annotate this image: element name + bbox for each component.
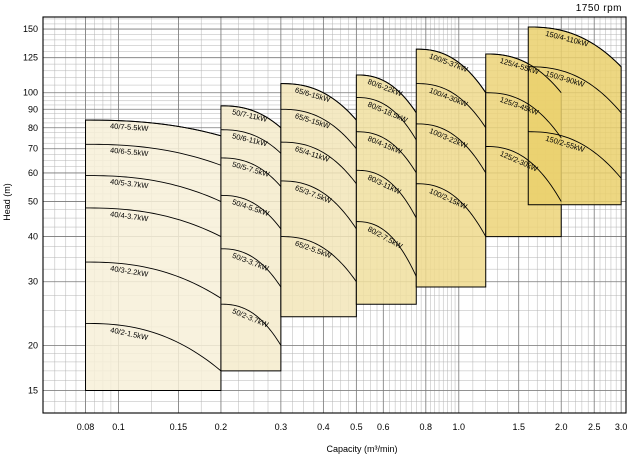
pump-curve-100/5-37kW — [416, 48, 487, 93]
x-tick-label: 2.5 — [588, 422, 601, 432]
y-axis-title: Head (m) — [2, 183, 12, 221]
pump-curve-125/4-55kW — [485, 53, 562, 94]
x-tick-label: 3.0 — [615, 422, 628, 432]
pump-curve-80/2-7.5kW — [356, 221, 417, 277]
curve-label: 40/5-3.7kW — [110, 177, 150, 190]
pump-curve-65/2-5.5kW — [280, 236, 357, 282]
pump-curve-40/6-5.5kW — [85, 143, 222, 166]
pump-curve-65/6-15kW — [280, 83, 357, 121]
pump-curve-50/5-7.5kW — [220, 157, 282, 187]
y-tick-label: 30 — [28, 277, 38, 287]
pump-curve-50/4-5.5kW — [220, 194, 282, 230]
pump-curve-125/2-30kW — [485, 146, 562, 202]
pump-curve-80/5-18.5kW — [356, 97, 417, 141]
pump-curve-125/3-45kW — [485, 92, 562, 139]
x-axis-ticks: 0.08 0.1 0.15 0.2 0.3 0.4 0.5 0.6 0.8 1.0 1.5 2.0 2.… — [77, 422, 628, 432]
pump-curve-65/4-11kW — [280, 141, 357, 185]
rpm-label: 1750 rpm — [576, 3, 622, 14]
pump-curve-100/4-30kW — [416, 83, 487, 129]
x-tick-label: 2.0 — [555, 422, 568, 432]
y-tick-label: 15 — [28, 386, 38, 396]
x-tick-label: 0.15 — [170, 422, 188, 432]
x-tick-label: 0.08 — [77, 422, 95, 432]
pump-curve-40/7-5.5kW — [85, 119, 222, 137]
pump-curve-40/2-1.5kW — [85, 322, 222, 372]
x-axis-title: Capacity (m³/min) — [326, 444, 397, 454]
y-tick-label: 20 — [28, 340, 38, 350]
x-tick-label: 1.5 — [512, 422, 525, 432]
pump-curve-150/3-90kW — [528, 66, 622, 114]
y-tick-label: 80 — [28, 123, 38, 133]
pump-curve-65/5-15kW — [280, 108, 357, 150]
x-tick-label: 1.0 — [453, 422, 466, 432]
x-tick-label: 0.5 — [350, 422, 363, 432]
pump-curve-65/3-7.5kW — [280, 180, 357, 230]
x-tick-label: 0.3 — [275, 422, 288, 432]
x-tick-label: 0.8 — [420, 422, 433, 432]
pump-curve-100/2-15kW — [416, 183, 487, 237]
pump-curve-40/4-3.7kW — [85, 207, 222, 237]
pump-curve-80/3-11kW — [356, 169, 417, 219]
y-tick-label: 125 — [23, 53, 38, 63]
y-tick-label: 50 — [28, 197, 38, 207]
y-tick-label: 150 — [23, 24, 38, 34]
y-tick-label: 60 — [28, 168, 38, 178]
curve-label: 40/7-5.5kW — [110, 121, 150, 133]
curve-label: 40/6-5.5kW — [110, 146, 150, 159]
y-tick-label: 40 — [28, 232, 38, 242]
y-tick-label: 100 — [23, 88, 38, 98]
y-tick-label: 70 — [28, 144, 38, 154]
pump-curve-50/6-11kW — [220, 129, 282, 154]
pump-curves — [85, 26, 622, 372]
pump-curve-80/4-15kW — [356, 131, 417, 174]
pump-curve-150/4-110kW — [528, 26, 622, 68]
pump-region-100 — [415, 48, 487, 288]
plot-border — [42, 16, 627, 414]
pump-curve-40/5-3.7kW — [85, 175, 222, 202]
pump-region-40 — [85, 119, 222, 392]
pump-curve-50/7-11kW — [220, 105, 282, 129]
pump-curve-40/3-2.2kW — [85, 261, 222, 299]
pump-curve-150/2-55kW — [528, 131, 622, 179]
plot-frame — [42, 16, 627, 414]
pump-curve-100/3-22kW — [416, 123, 487, 174]
pump-curve-50/3-3.7kW — [220, 248, 282, 288]
x-tick-label: 0.1 — [112, 422, 125, 432]
y-axis-ticks: 15 20 30 40 50 60 70 80 90 100 125 150 — [23, 24, 38, 395]
x-tick-label: 0.4 — [317, 422, 330, 432]
y-tick-label: 90 — [28, 104, 38, 114]
x-tick-label: 0.2 — [215, 422, 228, 432]
pump-curve-50/2-3.7kW — [220, 303, 282, 346]
x-tick-label: 0.6 — [377, 422, 390, 432]
pump-curve-80/6-22kW — [356, 74, 417, 114]
